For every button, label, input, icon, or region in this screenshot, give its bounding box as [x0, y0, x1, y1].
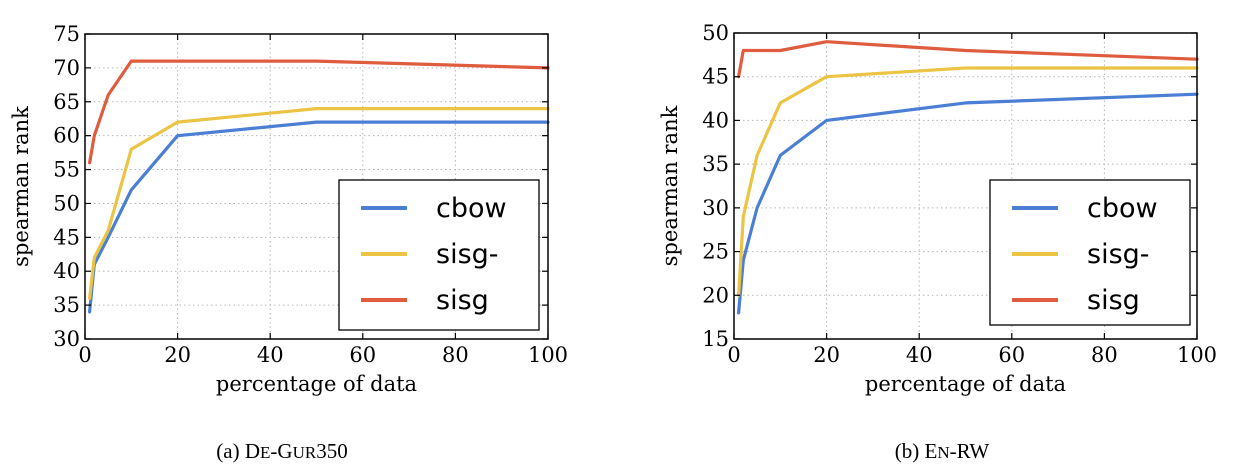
panel-caption: (b) EN-RW [895, 439, 990, 463]
y-tick-label: 40 [53, 259, 80, 283]
y-tick-label: 75 [53, 22, 80, 46]
legend-label: cbow [436, 193, 507, 224]
legend-label: sisg [436, 285, 489, 316]
y-axis-label: spearman rank [9, 106, 33, 267]
x-tick-label: 20 [813, 343, 840, 367]
y-tick-label: 55 [53, 158, 80, 182]
y-tick-label: 50 [702, 21, 729, 45]
x-tick-label: 40 [906, 343, 933, 367]
series-line-sisg [87, 59, 550, 165]
x-tick-label: 60 [998, 343, 1025, 367]
y-tick-label: 45 [53, 225, 80, 249]
x-tick-label: 0 [78, 343, 91, 367]
y-tick-label: 45 [702, 65, 729, 89]
panel-b: 0 20 40 60 80 100 15 20 25 30 35 40 45 50 percentage o… [658, 21, 1217, 463]
y-tick-label: 25 [702, 240, 729, 264]
x-tick-label: 0 [727, 343, 740, 367]
legend-label: sisg- [436, 239, 499, 270]
x-tick-label: 80 [442, 343, 469, 367]
y-tick-label: 65 [53, 90, 80, 114]
x-tick-label: 40 [257, 343, 284, 367]
y-tick-label: 30 [702, 196, 729, 220]
plot-frame [84, 33, 549, 340]
x-axis-label: percentage of data [216, 372, 417, 396]
y-tick-label: 20 [702, 283, 729, 307]
y-tick-label: 40 [702, 108, 729, 132]
series-line-sisg-minus [87, 106, 550, 300]
series-line-sisg [736, 40, 1199, 79]
y-tick-label: 35 [702, 152, 729, 176]
y-tick-label: 60 [53, 124, 80, 148]
x-tick-label: 20 [164, 343, 191, 367]
y-tick-label: 35 [53, 293, 80, 317]
legend-label: cbow [1087, 193, 1158, 224]
legend-label: sisg [1087, 285, 1140, 316]
x-tick-label: 100 [1177, 343, 1217, 367]
series-line-cbow [736, 92, 1199, 315]
y-tick-label: 15 [702, 327, 729, 351]
legend-label: sisg- [1087, 239, 1150, 270]
y-tick-label: 50 [53, 191, 80, 215]
plot-frame [733, 32, 1198, 340]
x-tick-label: 100 [528, 343, 568, 367]
panel-caption: (a) DE-GUR350 [216, 439, 347, 463]
y-tick-label: 30 [53, 327, 80, 351]
y-axis-label: spearman rank [658, 105, 682, 266]
y-tick-label: 70 [53, 56, 80, 80]
x-axis-label: percentage of data [865, 372, 1066, 396]
x-tick-label: 80 [1091, 343, 1118, 367]
panel-a: 0 20 40 60 80 100 30 35 40 45 50 55 60 65 70 75 percenta… [9, 22, 568, 463]
x-tick-label: 60 [349, 343, 376, 367]
series-line-sisg-minus [736, 66, 1199, 297]
